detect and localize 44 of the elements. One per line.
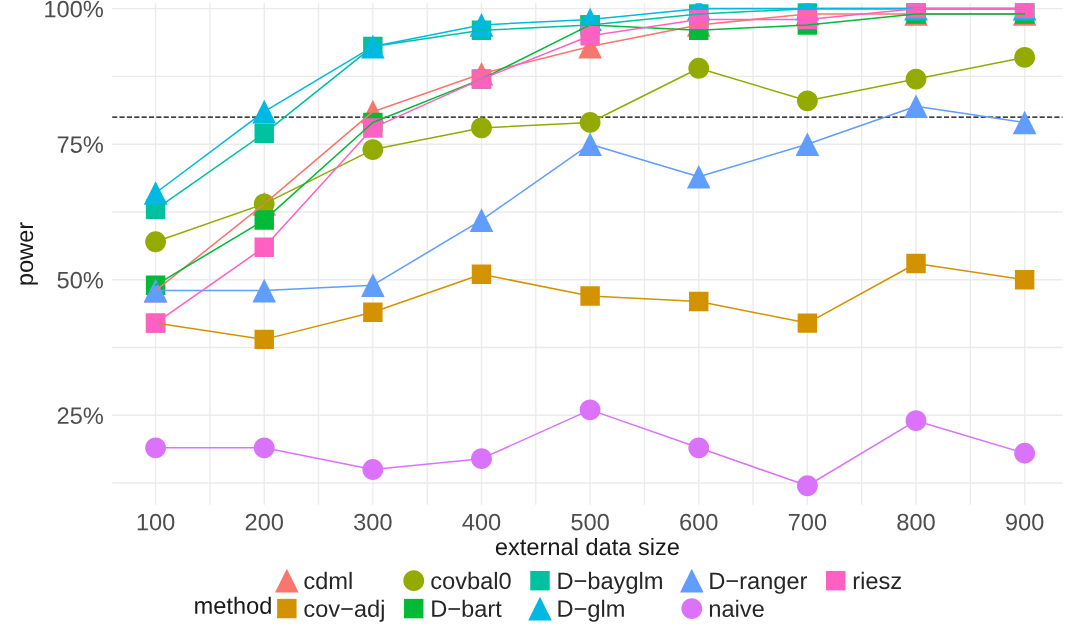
legend-label: cov−adj <box>304 599 384 622</box>
point <box>361 273 385 297</box>
point <box>469 208 494 232</box>
point <box>904 94 928 119</box>
point <box>580 286 600 306</box>
point <box>1014 442 1036 464</box>
legend-label: cdml <box>304 571 352 590</box>
x-tick-label: 600 <box>680 513 718 531</box>
x-tick-label: 400 <box>462 513 501 531</box>
x-tick-label: 800 <box>897 513 935 531</box>
x-tick-label: 200 <box>245 513 283 531</box>
point <box>145 231 167 253</box>
legend-label: D−bart <box>432 599 502 618</box>
x-tick-label: 500 <box>571 513 609 531</box>
y-tick-label: 50% <box>57 271 103 289</box>
y-tick-label: 75% <box>57 136 103 153</box>
legend-label: covbal0 <box>431 571 511 590</box>
legend-label: D−ranger <box>710 572 808 594</box>
x-tick-label: 300 <box>354 513 392 531</box>
x-tick-label: 100 <box>137 513 175 531</box>
y-tick-label: 100% <box>45 0 103 18</box>
point <box>254 210 274 230</box>
point <box>795 132 820 156</box>
point <box>1012 110 1037 135</box>
point <box>363 302 383 322</box>
point <box>906 253 926 274</box>
point <box>797 313 818 333</box>
point <box>686 164 711 189</box>
legend-label: riesz <box>853 571 901 590</box>
point <box>254 237 274 257</box>
point <box>1014 47 1036 68</box>
point <box>143 181 168 205</box>
legend-label: D−glm <box>558 599 624 622</box>
x-axis-title: external data size <box>495 537 679 556</box>
point <box>145 437 167 459</box>
legend-title: method <box>195 596 271 614</box>
legend-label: naive <box>709 599 764 618</box>
x-tick-label: 700 <box>788 513 827 531</box>
legend-label: D−bayglm <box>558 571 662 594</box>
point <box>1014 270 1035 290</box>
y-tick-label: 25% <box>57 407 103 425</box>
x-tick-label: 900 <box>1006 513 1044 531</box>
point <box>252 278 277 303</box>
y-axis-title: power <box>20 222 38 285</box>
